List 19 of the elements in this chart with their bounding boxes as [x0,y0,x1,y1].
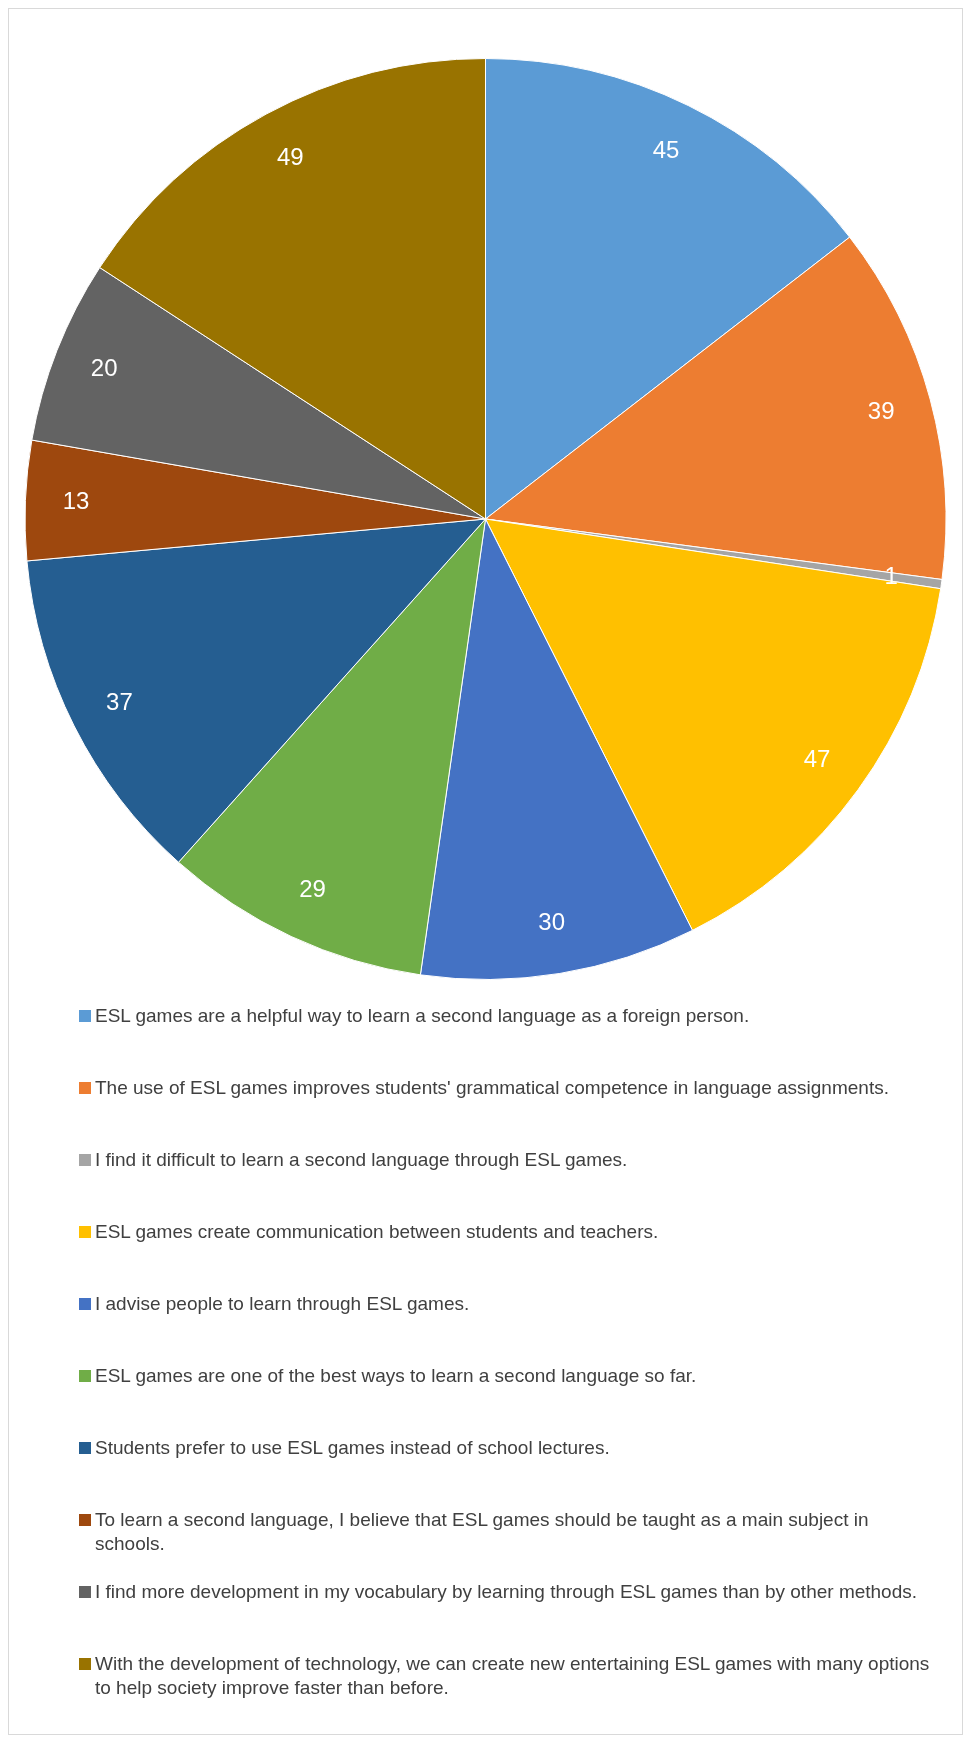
legend-label: To learn a second language, I believe that ESL games should be taught as a main subject in schools. [95,1508,870,1556]
data-label: 45 [652,135,680,163]
data-label: 47 [803,744,831,772]
data-label: 39 [867,396,895,424]
legend-label: The use of ESL games improves students' grammatical competence in language assignments. [95,1076,889,1100]
legend-label: I find more development in my vocabulary by learning through ESL games than by other methods. [95,1580,918,1604]
legend-label: Students prefer to use ESL games instead of school lectures. [95,1436,610,1460]
legend-label: ESL games are a helpful way to learn a second language as a foreign person. [95,1004,750,1028]
legend-label: ESL games create communication between students and teachers. [95,1220,659,1244]
data-label: 37 [106,687,133,715]
legend-label: I find it difficult to learn a second language through ESL games. [95,1148,628,1172]
data-label: 13 [62,487,90,515]
legend-label: With the development of technology, we can create new entertaining ESL games with many options to help society improve faster than before. [95,1652,931,1700]
data-label: 49 [276,143,304,171]
data-label: 30 [538,908,566,936]
data-label: 29 [299,875,326,903]
data-label: 20 [90,353,118,381]
legend-label: I advise people to learn through ESL games. [95,1292,470,1316]
legend-label: ESL games are one of the best ways to learn a second language so far. [95,1364,697,1388]
